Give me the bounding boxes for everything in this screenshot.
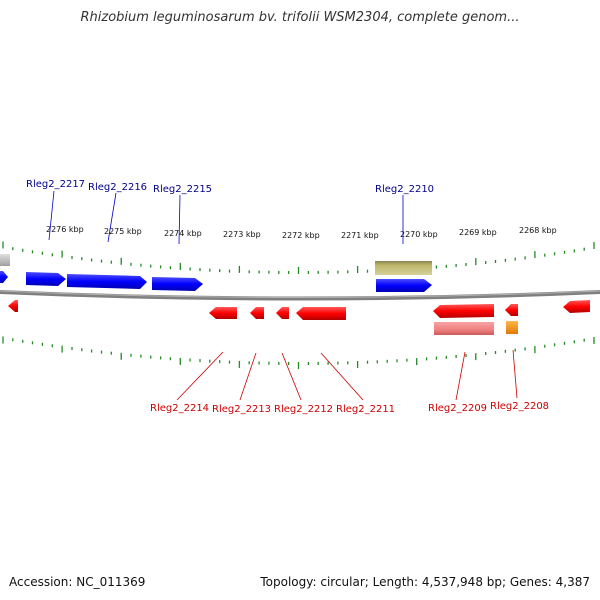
gene-label-reverse[interactable]: Rleg2_2212 bbox=[274, 404, 333, 415]
gene-arrow-forward[interactable] bbox=[152, 277, 203, 291]
gene-label-forward[interactable]: Rleg2_2217 bbox=[26, 179, 85, 190]
leader-line bbox=[512, 349, 518, 399]
tick-label: 2268 kbp bbox=[519, 226, 557, 235]
gene-feature[interactable] bbox=[434, 322, 494, 335]
tick-label: 2269 kbp bbox=[459, 228, 497, 237]
gene-label-forward[interactable]: Rleg2_2210 bbox=[375, 184, 434, 195]
leader-line bbox=[455, 351, 466, 401]
gene-arrow-forward[interactable] bbox=[67, 274, 147, 289]
genome-summary-text: Topology: circular; Length: 4,537,948 bp… bbox=[260, 575, 590, 589]
gene-arrow-reverse[interactable] bbox=[250, 307, 264, 319]
leader-line bbox=[239, 352, 257, 401]
gene-label-reverse[interactable]: Rleg2_2211 bbox=[336, 404, 395, 415]
gene-label-forward[interactable]: Rleg2_2216 bbox=[88, 182, 147, 193]
gene-label-reverse[interactable]: Rleg2_2208 bbox=[490, 401, 549, 412]
tick-label: 2270 kbp bbox=[400, 230, 438, 239]
accession-text: Accession: NC_011369 bbox=[9, 575, 146, 589]
leader-line bbox=[48, 190, 55, 241]
gene-label-reverse[interactable]: Rleg2_2214 bbox=[150, 403, 209, 414]
gene-arrow-partial[interactable] bbox=[0, 254, 10, 266]
tick-label: 2273 kbp bbox=[223, 230, 261, 239]
leader-line bbox=[107, 192, 117, 243]
gene-arrow-forward[interactable] bbox=[0, 271, 8, 283]
inner-tick-row bbox=[2, 336, 595, 369]
map-title: Rhizobium leguminosarum bv. trifolii WSM… bbox=[80, 10, 520, 25]
reverse-labels: Rleg2_2214 Rleg2_2213 Rleg2_2212 Rleg2_2… bbox=[150, 349, 549, 415]
tick-label: 2274 kbp bbox=[164, 229, 202, 238]
tick-label: 2275 kbp bbox=[104, 227, 142, 236]
gene-label-reverse[interactable]: Rleg2_2213 bbox=[212, 404, 271, 415]
genome-backbone bbox=[0, 290, 600, 301]
reverse-strand-features bbox=[8, 300, 590, 335]
leader-line bbox=[320, 352, 364, 401]
gene-label-reverse[interactable]: Rleg2_2209 bbox=[428, 403, 487, 414]
gene-feature[interactable] bbox=[375, 261, 432, 275]
gene-arrow-reverse[interactable] bbox=[563, 300, 590, 313]
gene-label-forward[interactable]: Rleg2_2215 bbox=[153, 184, 212, 195]
gene-arrow-reverse[interactable] bbox=[505, 304, 518, 316]
genome-backbone-highlight bbox=[0, 290, 600, 298]
misc-feature[interactable] bbox=[506, 321, 518, 334]
leader-line bbox=[178, 194, 181, 245]
gene-arrow-forward[interactable] bbox=[26, 272, 66, 286]
gene-arrow-reverse[interactable] bbox=[8, 300, 18, 312]
gene-arrow-reverse[interactable] bbox=[296, 307, 346, 320]
gene-arrow-reverse[interactable] bbox=[276, 307, 289, 319]
gene-arrow-forward[interactable] bbox=[376, 279, 432, 292]
tick-label: 2271 kbp bbox=[341, 231, 379, 240]
outer-tick-row bbox=[2, 241, 595, 274]
gene-arrow-reverse[interactable] bbox=[433, 304, 494, 318]
tick-labels: 2276 kbp 2275 kbp 2274 kbp 2273 kbp 2272… bbox=[46, 225, 557, 240]
forward-labels: Rleg2_2217 Rleg2_2216 Rleg2_2215 Rleg2_2… bbox=[26, 179, 434, 245]
leader-line bbox=[176, 351, 224, 401]
tick-label: 2276 kbp bbox=[46, 225, 84, 234]
forward-strand-features bbox=[0, 254, 432, 292]
gene-arrow-reverse[interactable] bbox=[209, 307, 237, 319]
leader-line bbox=[281, 352, 302, 401]
tick-label: 2272 kbp bbox=[282, 231, 320, 240]
